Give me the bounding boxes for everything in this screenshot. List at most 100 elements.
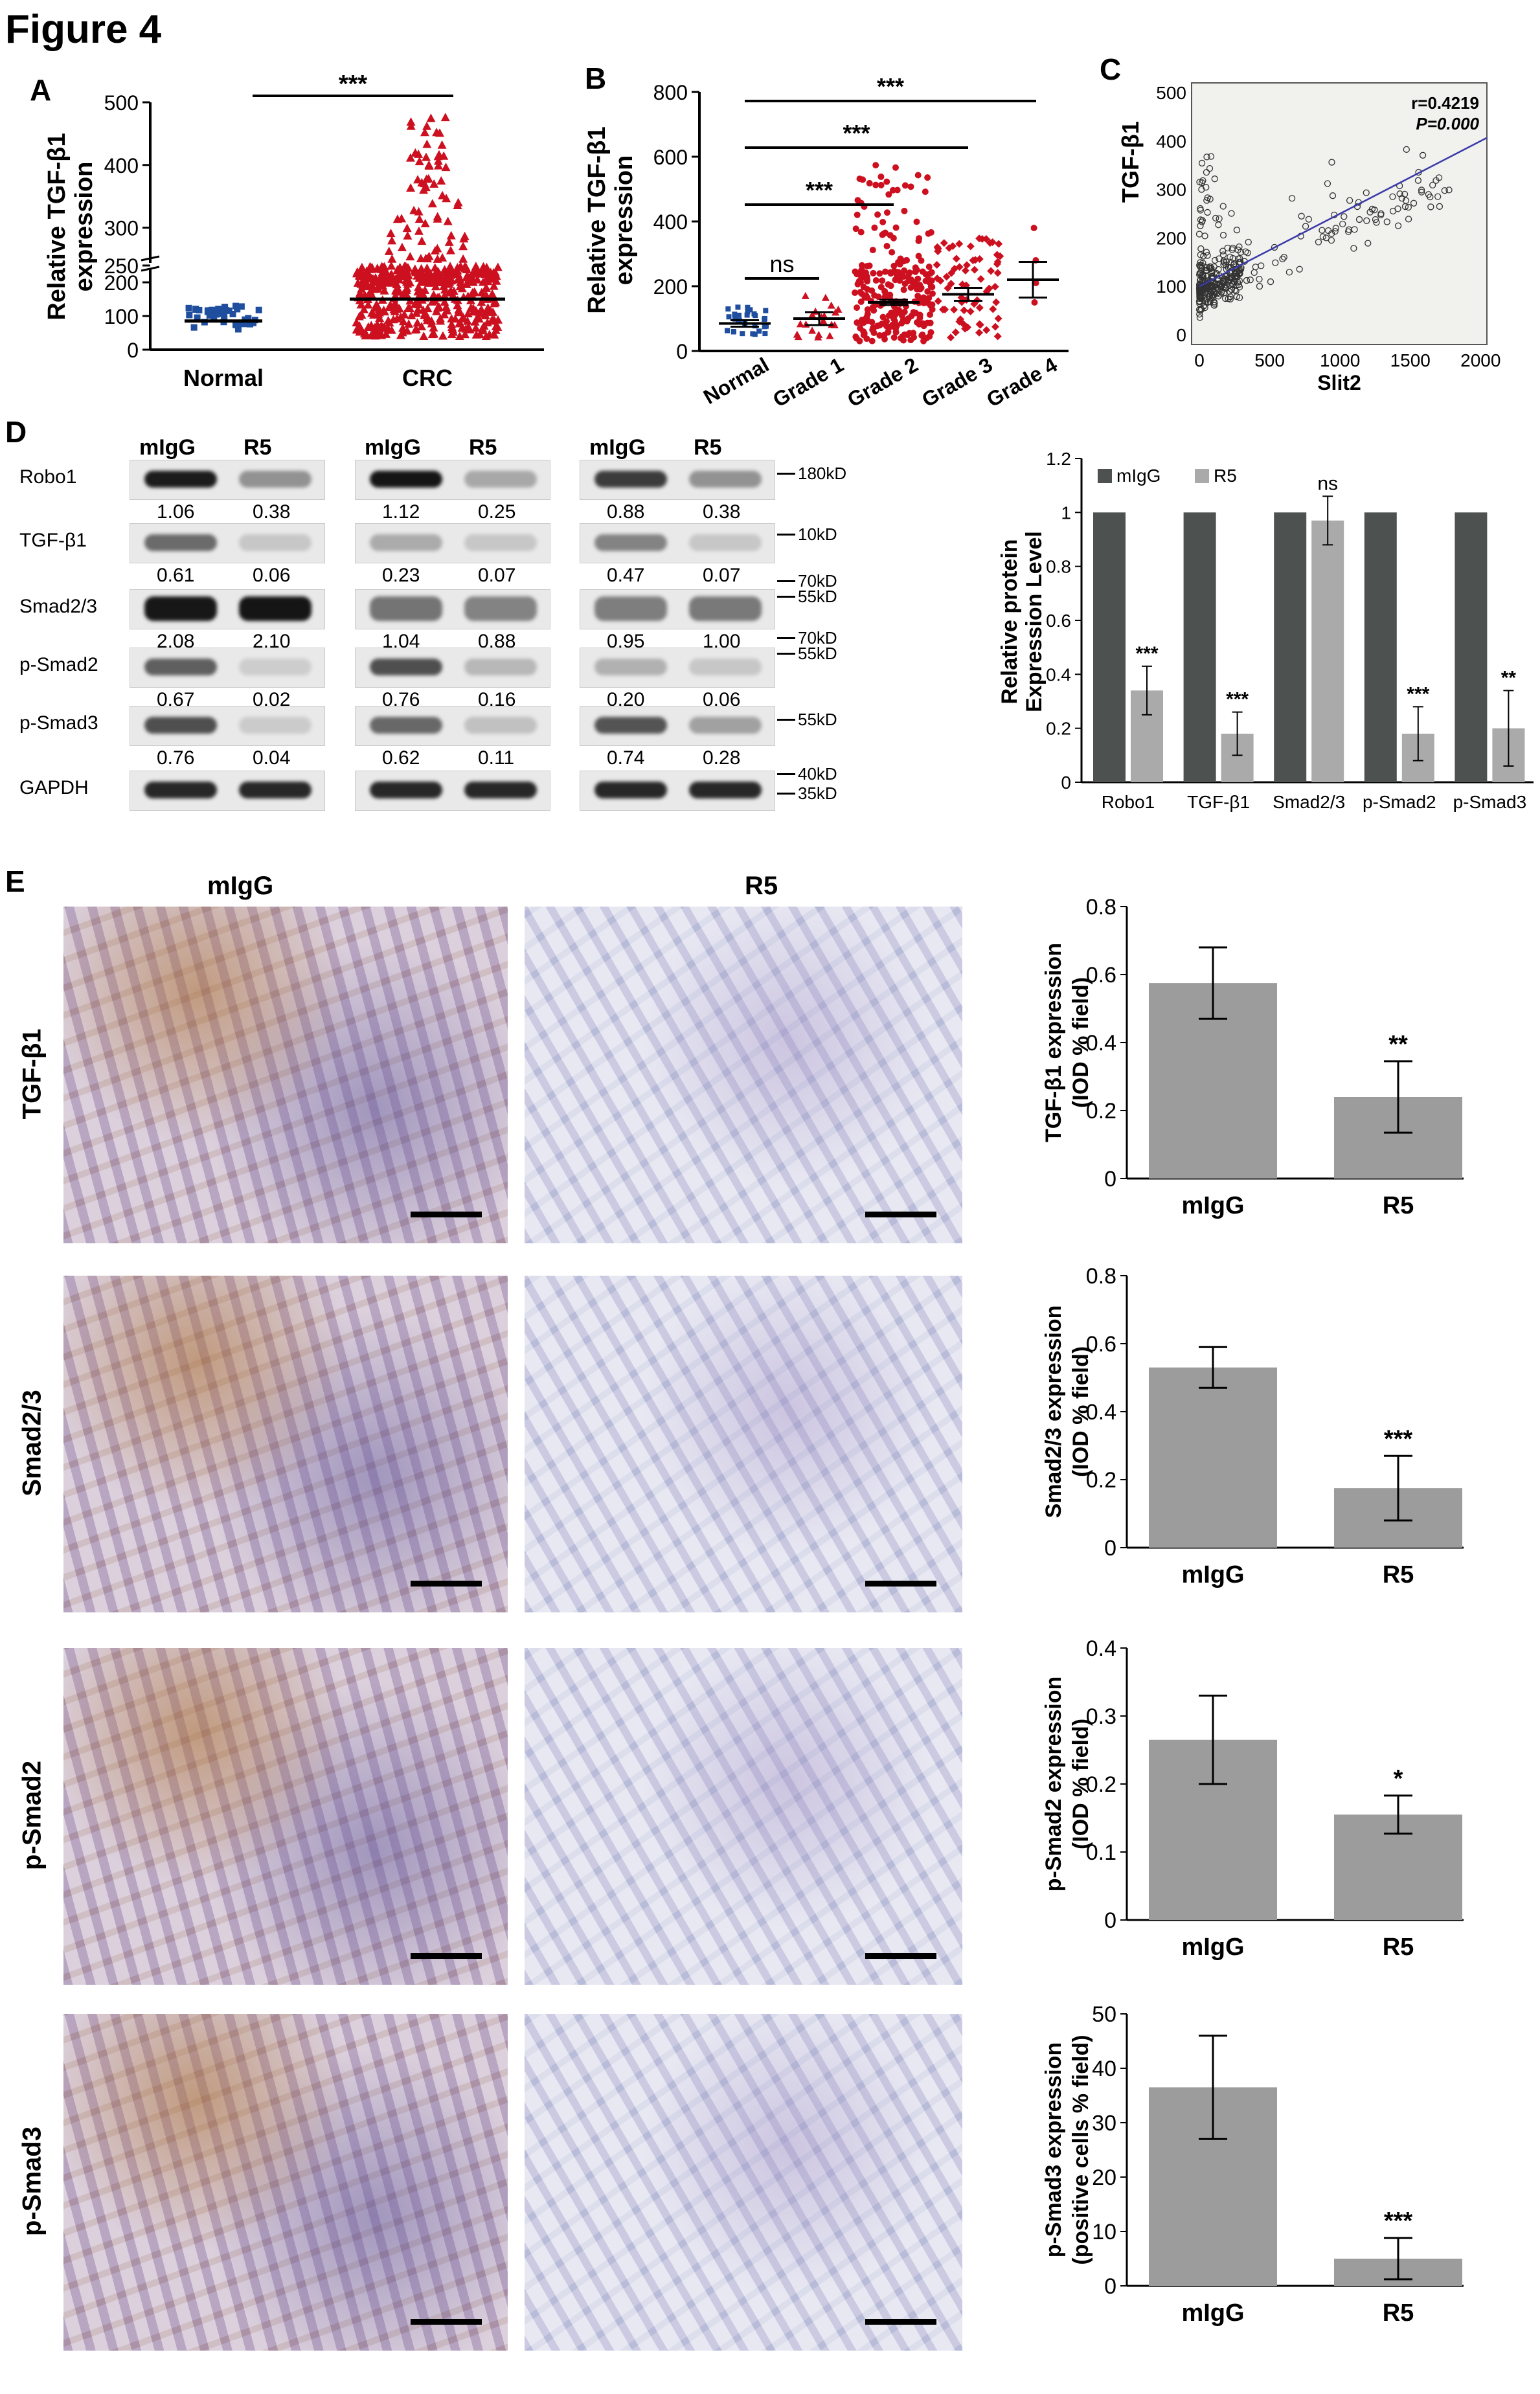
y-axis-label-line1: TGF-β1 expression xyxy=(1041,943,1066,1142)
crc-data-point xyxy=(470,317,480,326)
normal-data-point xyxy=(732,311,738,317)
x-category-label: R5 xyxy=(1383,2299,1414,2327)
y-tick-label: 0.4 xyxy=(1086,1636,1116,1661)
crc-data-point xyxy=(379,305,389,314)
x-category-label: Grade 2 xyxy=(843,353,922,412)
crc-data-point xyxy=(392,313,402,322)
crc-data-point xyxy=(462,316,472,325)
crc-data-point xyxy=(427,297,437,306)
crc-data-point xyxy=(479,267,488,276)
crc-data-point xyxy=(457,323,467,332)
grade2-data-point xyxy=(889,186,896,194)
crc-data-point xyxy=(477,288,486,297)
crc-data-point xyxy=(481,332,491,341)
blot-band xyxy=(370,471,442,488)
y-tick-label: 0 xyxy=(676,340,688,363)
scatter-point xyxy=(1200,253,1207,260)
grade2-data-point xyxy=(869,247,876,254)
blot-band xyxy=(144,534,217,551)
crc-data-point xyxy=(440,285,449,294)
scale-bar xyxy=(865,2319,936,2325)
grade2-data-point xyxy=(890,234,897,242)
crc-data-point xyxy=(487,315,497,324)
grade2-data-point xyxy=(900,286,907,293)
scatter-point xyxy=(1211,175,1218,183)
crc-data-point xyxy=(367,264,376,273)
grade2-data-point xyxy=(860,328,867,335)
blot-row-label: p-Smad3 xyxy=(19,712,98,734)
crc-data-point xyxy=(398,317,408,326)
scatter-point xyxy=(1199,177,1206,185)
comparison-marker: *** xyxy=(806,177,833,203)
y-tick-label: 200 xyxy=(653,275,688,299)
normal-data-point xyxy=(762,317,767,322)
scatter-point xyxy=(1221,289,1228,297)
normal-data-point xyxy=(238,303,245,310)
scatter-point xyxy=(1207,289,1214,297)
blot-strip xyxy=(580,648,775,688)
crc-data-point xyxy=(464,322,473,332)
densitometry-value: 0.47 xyxy=(607,565,645,586)
y-tick-label: 300 xyxy=(1156,180,1186,200)
crc-data-point xyxy=(422,139,432,148)
grade3-data-point xyxy=(991,322,999,331)
blot-band xyxy=(594,659,667,675)
scatter-point xyxy=(1445,186,1453,194)
normal-data-point xyxy=(756,328,762,334)
blot-strip xyxy=(355,648,550,688)
grade3-data-point xyxy=(950,306,958,314)
normal-data-point xyxy=(206,312,213,319)
grade2-data-point xyxy=(883,209,890,216)
x-category-label: mIgG xyxy=(1181,2299,1244,2327)
ihc-bar-chart: 0 0.1 0.2 0.3 0.4 p-Smad2 expression (IOD % fi… xyxy=(1041,1636,1464,1961)
crc-data-point xyxy=(447,322,457,332)
normal-data-point xyxy=(190,324,198,331)
grade3-data-point xyxy=(958,280,967,289)
significance-marker: *** xyxy=(1407,683,1429,705)
normal-data-point xyxy=(194,314,201,321)
normal-data-point xyxy=(234,306,241,313)
crc-data-point xyxy=(432,306,442,315)
crc-data-point xyxy=(437,140,447,149)
scatter-point xyxy=(1223,258,1230,265)
grade2-data-point xyxy=(894,269,901,276)
scatter-point xyxy=(1394,222,1402,229)
y-axis-label-line2: (positive cells % field) xyxy=(1069,2035,1093,2264)
grade2-data-point xyxy=(860,284,867,291)
marker-tick xyxy=(777,596,795,598)
crc-data-point xyxy=(367,291,377,300)
grade2-data-point xyxy=(879,313,887,321)
grade2-data-point xyxy=(870,307,878,314)
scatter-point xyxy=(1203,264,1210,271)
y-tick-label: 0 xyxy=(1176,325,1186,345)
y-tick-label: 0 xyxy=(1104,1167,1116,1191)
densitometry-value: 0.38 xyxy=(253,501,291,523)
lane-header-r5: R5 xyxy=(694,435,722,460)
crc-data-point xyxy=(413,318,422,327)
normal-data-point xyxy=(730,329,736,335)
grade2-data-point xyxy=(890,334,898,341)
blot-band xyxy=(689,717,762,734)
grade2-data-point xyxy=(911,333,918,341)
scatter-point xyxy=(1206,298,1214,306)
scatter-point xyxy=(1224,244,1231,252)
grade3-data-point xyxy=(951,328,960,337)
y-tick-label: 100 xyxy=(104,305,139,328)
normal-data-point xyxy=(740,331,745,337)
scatter-point xyxy=(1302,223,1309,230)
normal-data-point xyxy=(221,304,229,311)
grade2-data-point xyxy=(914,172,922,179)
scatter-point xyxy=(1234,274,1241,281)
crc-data-point xyxy=(385,300,395,309)
blot-band xyxy=(144,659,217,675)
molecular-weight-marker: 35kD xyxy=(798,784,837,803)
grade2-data-point xyxy=(903,332,911,339)
ihc-micrograph-migg xyxy=(63,2014,508,2351)
panel-label-c: C xyxy=(1100,52,1122,86)
crc-data-point xyxy=(414,271,424,280)
scatter-point xyxy=(1405,216,1412,223)
crc-data-point xyxy=(470,287,479,296)
y-tick-label: 0.2 xyxy=(1086,1772,1116,1797)
crc-data-point xyxy=(459,242,468,251)
scatter-point xyxy=(1219,251,1227,258)
